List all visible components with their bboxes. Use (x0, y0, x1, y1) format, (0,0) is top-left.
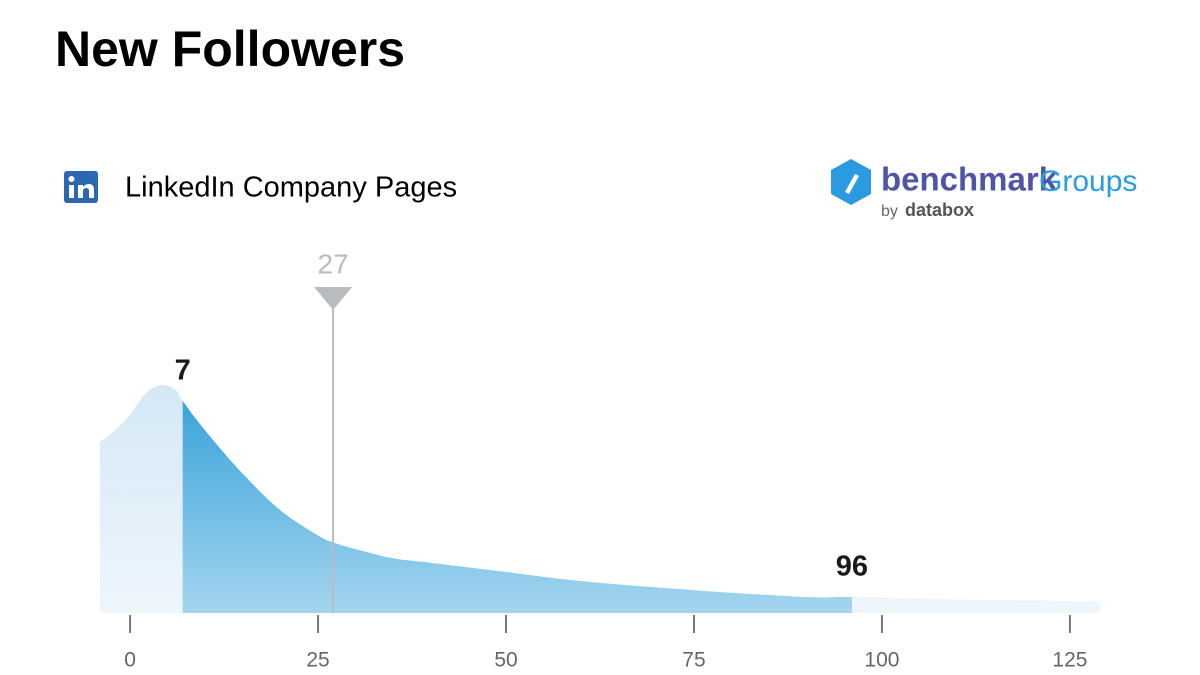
median-marker (314, 287, 353, 310)
x-tick-label: 100 (864, 649, 899, 672)
brand-company: databox (905, 200, 974, 220)
linkedin-icon (64, 171, 98, 203)
x-tick-label: 50 (494, 649, 517, 672)
brand-name: benchmark (881, 161, 1058, 198)
range-label: 96 (836, 551, 868, 583)
x-tick-label: 125 (1052, 649, 1087, 672)
median-label: 27 (318, 248, 349, 279)
range-label: 7 (175, 355, 191, 387)
x-tick-label: 25 (306, 649, 329, 672)
brand-suffix: Groups (1039, 165, 1137, 198)
brand-by: by (881, 203, 898, 220)
chart-title: New Followers (55, 21, 405, 77)
chart-subtitle: LinkedIn Company Pages (125, 172, 457, 204)
x-tick-label: 0 (124, 649, 136, 672)
highlight-range (182, 384, 852, 613)
brand-logo: benchmark Groups by databox (831, 159, 1137, 220)
x-tick-label: 75 (682, 649, 705, 672)
